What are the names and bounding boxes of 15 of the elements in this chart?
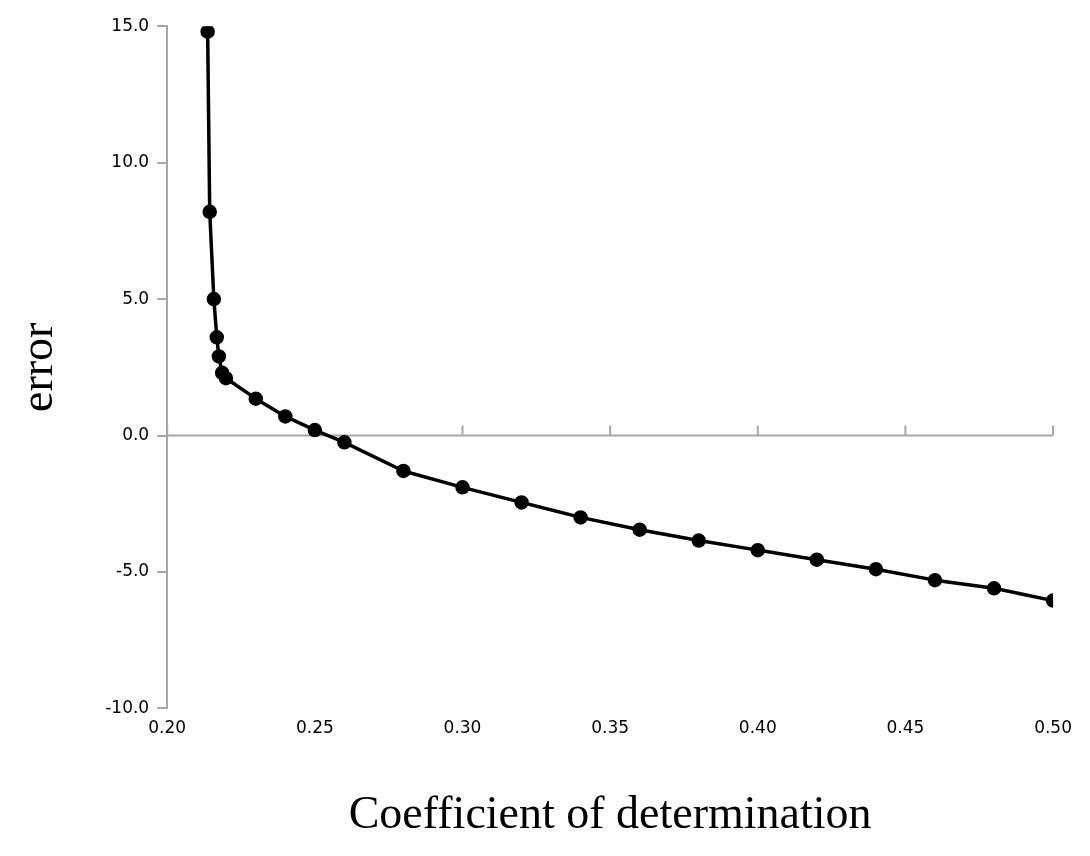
y-tick-label: 10.0: [111, 151, 150, 172]
y-tick-label: 5.0: [122, 287, 150, 308]
x-tick-label: 0.45: [886, 717, 925, 738]
x-axis-title: Coefficient of determination: [348, 787, 872, 839]
y-axis-title: error: [10, 322, 62, 412]
x-tick-label: 0.40: [738, 717, 777, 738]
y-tick-label: 0.0: [122, 423, 150, 444]
x-tick-label: 0.50: [1034, 717, 1072, 738]
x-tick-label: 0.35: [591, 717, 630, 738]
y-tick-label: -5.0: [116, 560, 150, 581]
x-tick-label: 0.25: [295, 717, 334, 738]
x-tick-label: 0.20: [148, 717, 187, 738]
x-tick-label: 0.30: [443, 717, 482, 738]
y-tick-label: 15.0: [111, 14, 150, 35]
y-tick-label: -10.0: [105, 696, 150, 717]
